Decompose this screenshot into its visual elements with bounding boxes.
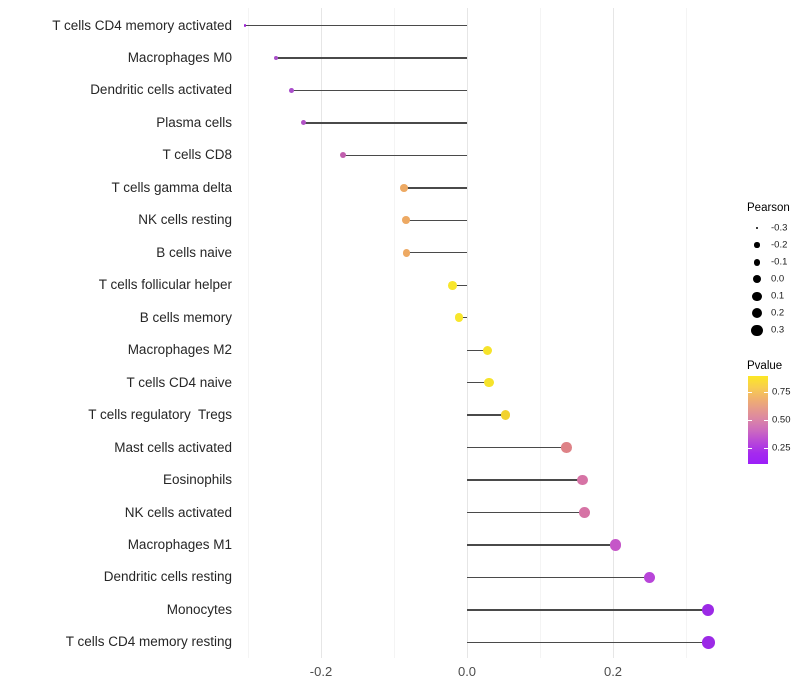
lollipop-point xyxy=(400,183,409,192)
lollipop-stem xyxy=(467,479,583,481)
lollipop-stem xyxy=(303,122,467,124)
category-label: T cells follicular helper xyxy=(98,277,232,293)
pvalue-tick-label: 0.75 xyxy=(772,386,791,398)
legend-size-label: 0.2 xyxy=(771,307,785,319)
legend-size-dot xyxy=(751,324,763,336)
lollipop-point xyxy=(701,603,715,617)
lollipop-point xyxy=(484,378,494,388)
legend-size-label: -0.1 xyxy=(771,256,788,268)
category-label: Mast cells activated xyxy=(114,439,232,455)
category-label: T cells CD4 naive xyxy=(126,374,232,390)
lollipop-stem xyxy=(467,446,567,449)
pvalue-tick-right xyxy=(764,420,768,421)
category-label: B cells memory xyxy=(139,309,232,325)
lollipop-point xyxy=(401,216,410,225)
gridline-minor xyxy=(539,8,541,658)
x-axis-tick-label: -0.2 xyxy=(309,664,333,679)
lollipop-point xyxy=(454,313,464,323)
lollipop-point xyxy=(482,345,493,355)
legend-pearson-title: Pearson xyxy=(747,202,790,214)
gridline-minor xyxy=(393,8,395,658)
pvalue-tick-right xyxy=(764,448,768,449)
category-label: Eosinophils xyxy=(162,472,232,488)
lollipop-stem xyxy=(467,544,616,546)
pvalue-tick-label: 0.50 xyxy=(772,414,791,426)
lollipop-point xyxy=(402,248,411,257)
lollipop-point xyxy=(576,474,588,486)
lollipop-stem xyxy=(342,154,467,157)
lollipop-stem xyxy=(467,576,650,579)
lollipop-point xyxy=(702,636,715,649)
lollipop-stem xyxy=(467,349,488,351)
lollipop-stem xyxy=(467,609,708,611)
lollipop-stem xyxy=(467,641,709,644)
category-label: Macrophages M2 xyxy=(127,342,232,358)
gridline-minor xyxy=(685,8,687,658)
lollipop-stem xyxy=(404,187,467,189)
gridline-major xyxy=(466,8,468,658)
x-axis-tick-label: 0.2 xyxy=(603,664,623,679)
gridline-minor xyxy=(247,8,249,658)
legend-size-dot xyxy=(754,242,760,248)
legend-size-dot xyxy=(752,291,762,301)
lollipop-point xyxy=(500,410,511,420)
gridline-major xyxy=(320,8,322,658)
category-label: Dendritic cells activated xyxy=(90,82,232,98)
lollipop-stem xyxy=(452,284,467,286)
legend-size-dot xyxy=(751,308,763,319)
pvalue-tick-label: 0.25 xyxy=(772,442,791,454)
lollipop-stem xyxy=(467,414,506,416)
legend-size-dot xyxy=(755,226,759,230)
category-label: Monocytes xyxy=(166,601,232,617)
category-label: T cells regulatory Tregs xyxy=(88,407,232,423)
pvalue-gradient-bar xyxy=(748,376,768,464)
lollipop-stem xyxy=(467,381,489,384)
category-label: B cells naive xyxy=(156,244,232,260)
category-label: Macrophages M0 xyxy=(127,49,232,65)
category-label: T cells CD4 memory resting xyxy=(65,634,232,650)
lollipop-point xyxy=(643,571,656,584)
legend-size-dot xyxy=(752,275,762,284)
category-label: T cells CD4 memory activated xyxy=(52,17,232,33)
legend-size-dot xyxy=(753,258,761,266)
lollipop-point xyxy=(448,280,457,290)
legend-size-label: -0.3 xyxy=(771,222,788,234)
category-label: T cells gamma delta xyxy=(111,179,232,195)
category-label: Macrophages M1 xyxy=(127,537,232,553)
lollipop-stem xyxy=(291,89,467,92)
lollipop-stem xyxy=(245,24,467,27)
lollipop-stem xyxy=(275,57,467,59)
lollipop-point xyxy=(579,507,590,518)
category-label: Plasma cells xyxy=(156,114,232,130)
lollipop-point xyxy=(273,55,278,61)
gridline-major xyxy=(612,8,614,658)
legend-size-label: -0.2 xyxy=(771,239,788,251)
category-label: NK cells resting xyxy=(138,212,232,228)
lollipop-point xyxy=(300,120,307,126)
pvalue-tick-left xyxy=(748,448,752,449)
category-label: T cells CD8 xyxy=(162,147,232,163)
lollipop-stem xyxy=(467,511,585,514)
pvalue-tick-left xyxy=(748,420,752,421)
x-axis-tick-label: 0.0 xyxy=(457,664,477,679)
category-label: Dendritic cells resting xyxy=(103,569,232,585)
lollipop-stem xyxy=(406,252,467,254)
lollipop-point xyxy=(289,88,295,93)
lollipop-point xyxy=(609,539,621,551)
legend-pvalue-title: Pvalue xyxy=(747,360,783,372)
pvalue-tick-left xyxy=(748,392,752,393)
lollipop-stem xyxy=(405,219,467,221)
legend-size-label: 0.1 xyxy=(771,290,785,302)
category-label: NK cells activated xyxy=(124,504,232,520)
lollipop-point xyxy=(243,24,247,27)
pvalue-tick-right xyxy=(764,392,768,393)
lollipop-point xyxy=(339,152,347,159)
legend-size-label: 0.3 xyxy=(771,324,785,336)
lollipop-point xyxy=(560,442,572,453)
legend-size-label: 0.0 xyxy=(771,273,785,285)
